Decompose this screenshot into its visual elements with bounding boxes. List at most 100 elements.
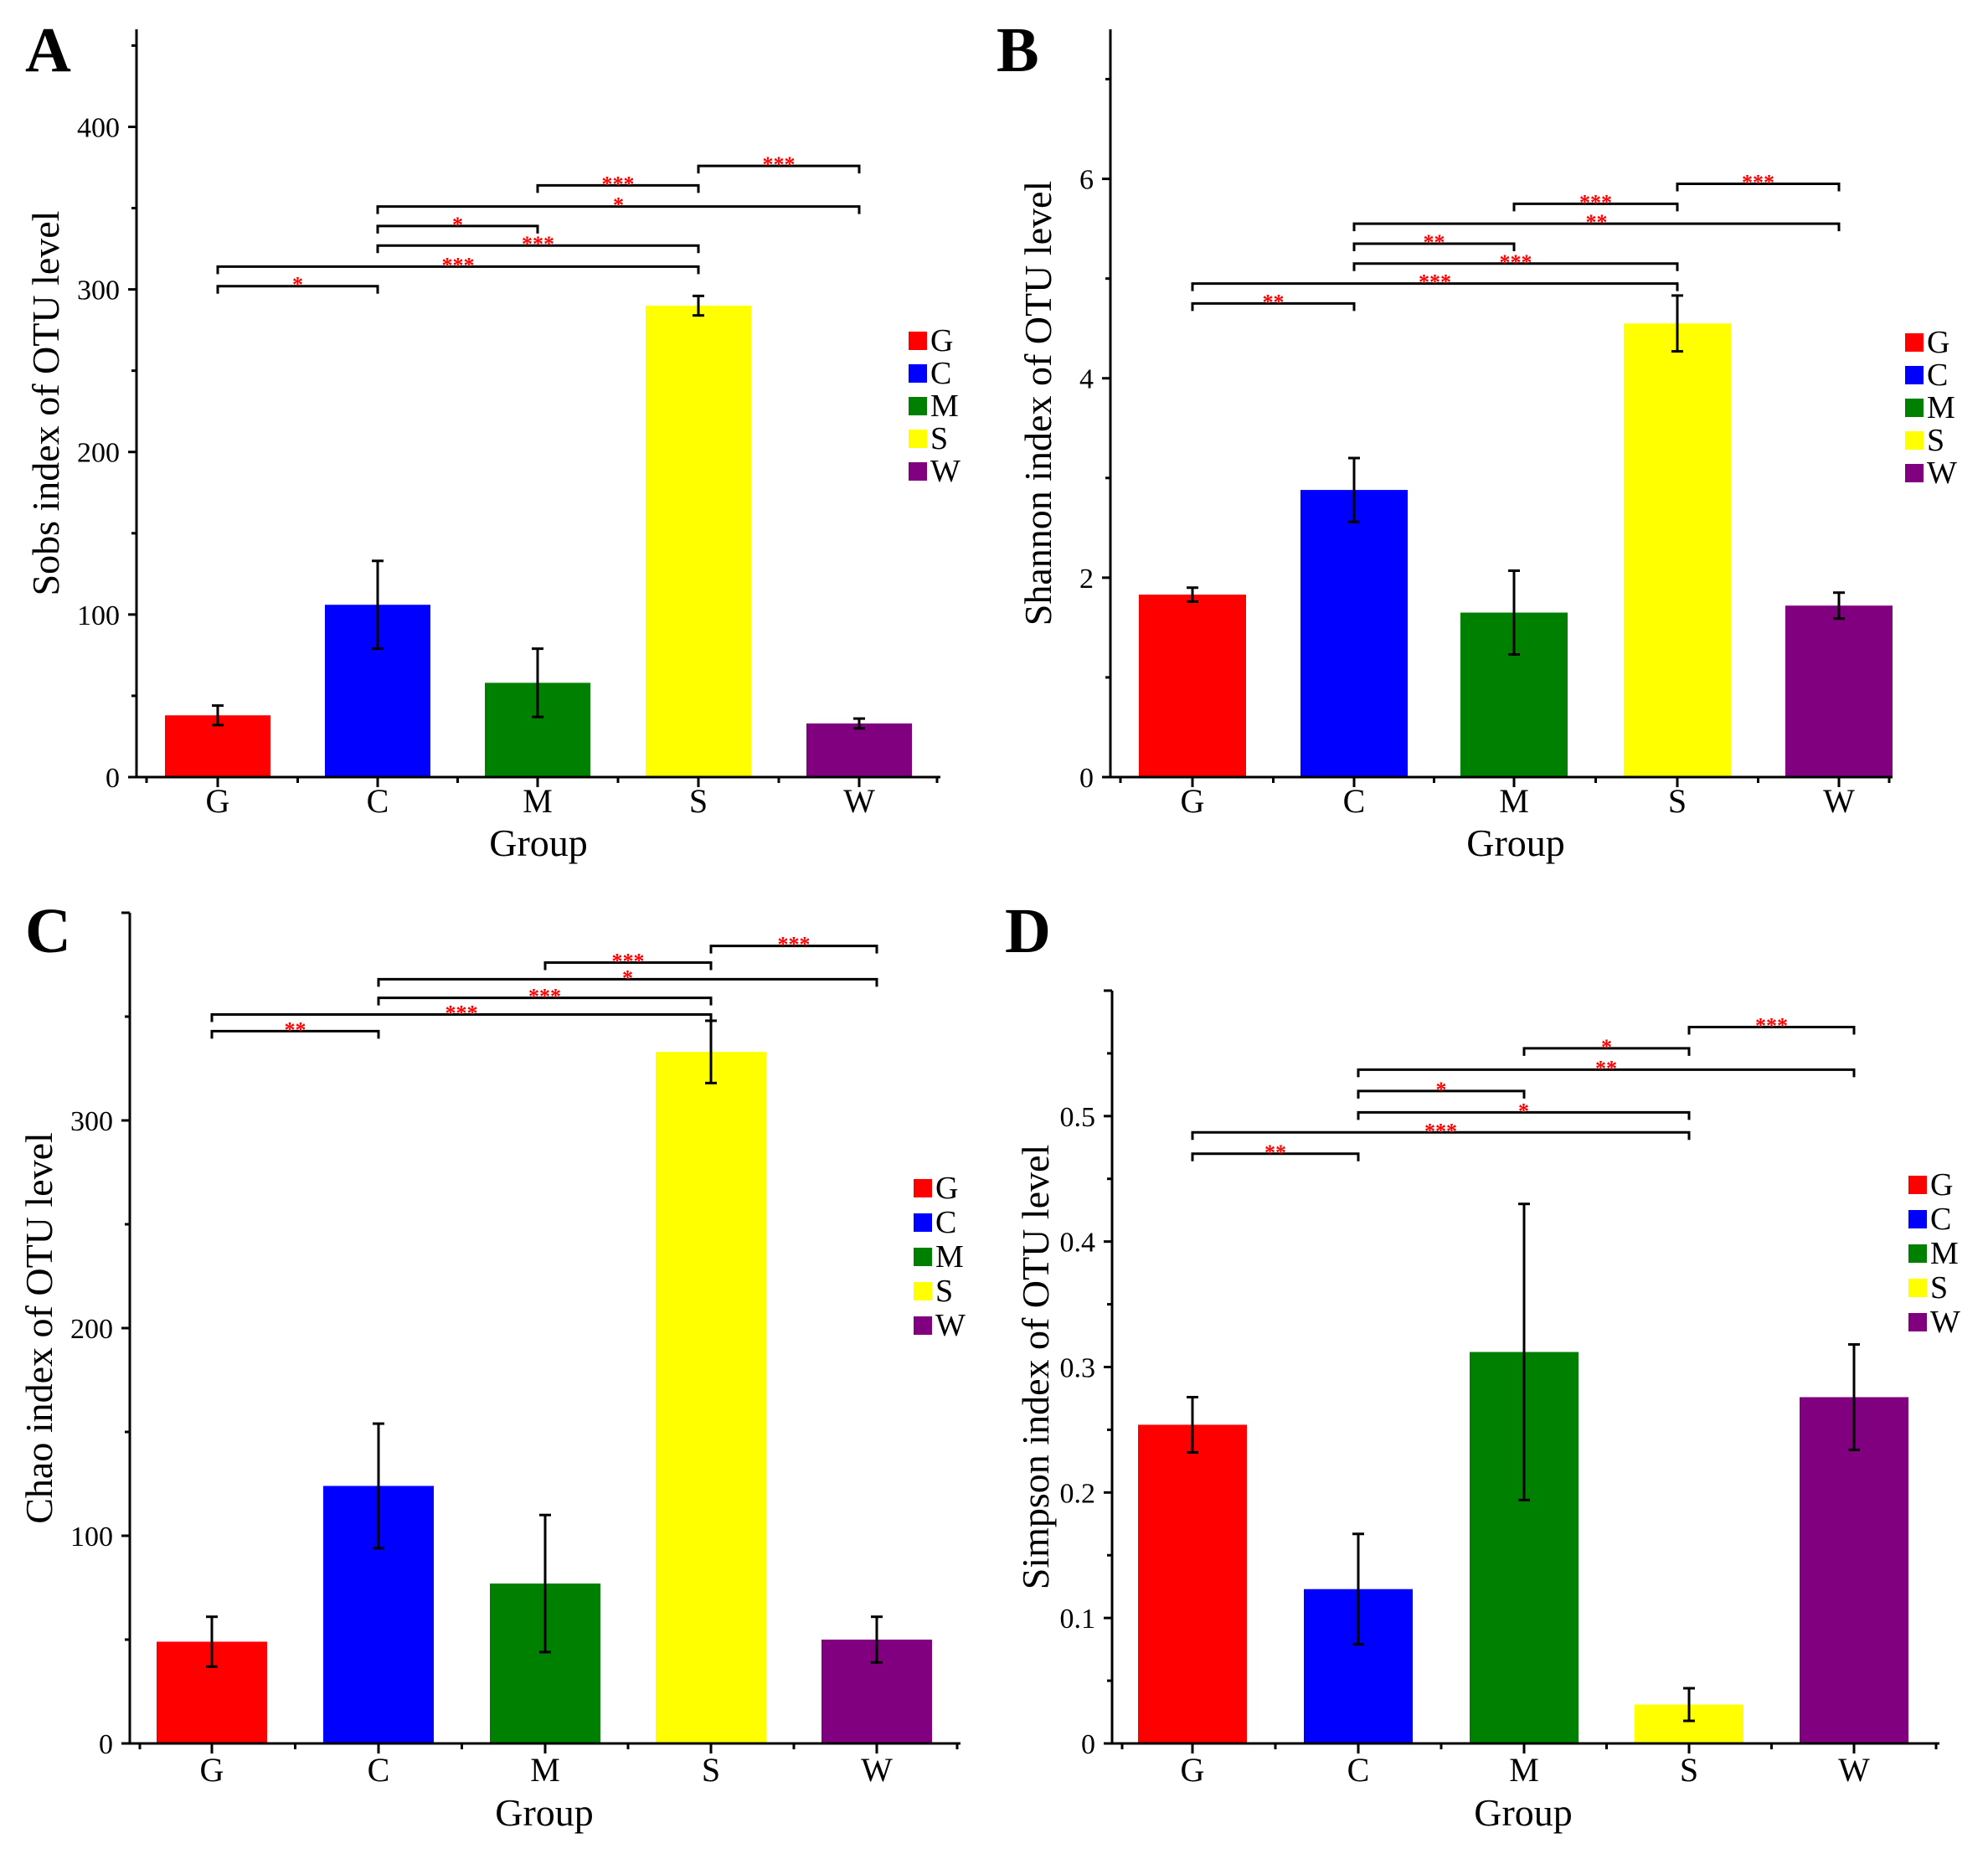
significance-stars: ** — [1264, 1141, 1286, 1165]
panel-label: B — [997, 15, 1039, 85]
y-axis-title: Sobs index of OTU level — [24, 211, 67, 596]
bar-W — [1800, 1397, 1908, 1743]
error-bar-C — [373, 1422, 384, 1550]
legend-label-S: S — [1930, 1270, 1948, 1305]
x-tick-label: W — [1838, 1751, 1870, 1789]
legend-swatch-S — [1905, 431, 1924, 450]
error-bar-S — [1671, 294, 1683, 353]
x-tick-label: W — [861, 1751, 893, 1789]
x-tick-label: G — [206, 782, 230, 820]
significance-bracket-G-C: ** — [210, 1017, 380, 1042]
significance-bracket-C-W: * — [376, 193, 861, 218]
legend-swatch-G — [909, 332, 927, 350]
significance-stars: *** — [1500, 250, 1532, 275]
significance-bracket-S-W: *** — [1687, 1013, 1856, 1038]
y-tick-label: 100 — [77, 600, 120, 631]
panel-label: A — [25, 15, 71, 85]
significance-stars: * — [292, 273, 303, 297]
legend-label-G: G — [1930, 1167, 1953, 1202]
error-bar-W — [871, 1615, 883, 1664]
legend-label-C: C — [935, 1205, 956, 1240]
bracket-line — [1357, 1068, 1856, 1078]
error-bar-M — [532, 647, 543, 718]
bracket-line — [1676, 183, 1841, 192]
y-tick-label: 300 — [77, 276, 120, 306]
error-bar-S — [1683, 1686, 1695, 1723]
significance-stars: ** — [1595, 1056, 1617, 1080]
panel-label: C — [25, 896, 71, 966]
legend-swatch-M — [1905, 399, 1924, 417]
significance-bracket-M-S: * — [1522, 1035, 1691, 1059]
legend-label-W: W — [935, 1308, 966, 1343]
significance-stars: *** — [522, 232, 554, 256]
bar-S — [646, 306, 751, 777]
significance-bracket-G-C: ** — [1191, 1141, 1360, 1165]
legend-swatch-M — [1908, 1244, 1927, 1263]
x-tick-label: S — [1680, 1751, 1698, 1789]
significance-bracket-M-S: *** — [543, 950, 713, 974]
significance-stars: *** — [1742, 171, 1774, 195]
legend-swatch-C — [914, 1213, 932, 1232]
legend-swatch-M — [909, 397, 927, 415]
y-tick-label: 0.4 — [1060, 1228, 1096, 1259]
bracket-line — [210, 1013, 713, 1022]
legend-swatch-C — [1905, 366, 1924, 384]
significance-bracket-C-M: * — [1357, 1078, 1526, 1102]
x-tick-label: S — [702, 1751, 720, 1789]
bracket-line — [1191, 301, 1356, 312]
bracket-line — [1191, 1130, 1691, 1141]
significance-stars: * — [622, 966, 633, 990]
significance-bracket-S-W: *** — [1676, 171, 1841, 195]
bracket-line — [216, 285, 379, 294]
bar-W — [806, 723, 912, 777]
legend-swatch-S — [909, 430, 927, 448]
y-tick-label: 2 — [1079, 564, 1094, 595]
legend-label-S: S — [935, 1274, 953, 1309]
error-bar-C — [1348, 456, 1360, 523]
significance-bracket-C-W: ** — [1352, 210, 1841, 234]
significance-bracket-C-S: *** — [1352, 250, 1679, 275]
bracket-line — [543, 961, 713, 971]
significance-bracket-G-S: *** — [216, 253, 700, 277]
significance-stars: * — [1518, 1099, 1529, 1123]
y-tick-label: 0.3 — [1060, 1353, 1096, 1384]
significance-stars: *** — [1579, 190, 1612, 214]
legend-label-G: G — [1927, 325, 1949, 360]
legend-label-W: W — [1930, 1305, 1960, 1340]
y-axis-title: Chao index of OTU level — [18, 1132, 60, 1524]
significance-stars: *** — [612, 950, 645, 974]
bracket-line — [1357, 1089, 1526, 1099]
bracket-line — [376, 244, 700, 254]
significance-stars: * — [1601, 1035, 1612, 1059]
x-tick-label: G — [1181, 1751, 1205, 1789]
y-tick-label: 0.2 — [1060, 1478, 1096, 1509]
error-bar-G — [206, 1615, 218, 1668]
y-tick-label: 0 — [99, 1729, 113, 1760]
bracket-line — [1357, 1110, 1691, 1120]
x-axis-title: Group — [1474, 1791, 1573, 1834]
legend-swatch-C — [1908, 1210, 1927, 1228]
significance-stars: * — [452, 213, 463, 237]
legend-swatch-C — [909, 364, 927, 383]
significance-bracket-G-S: *** — [1191, 1119, 1691, 1143]
bracket-line — [1352, 242, 1516, 251]
x-tick-label: M — [523, 782, 553, 820]
legend-label-G: G — [935, 1171, 958, 1206]
significance-stars: ** — [1424, 230, 1445, 255]
significance-stars: * — [1436, 1078, 1447, 1102]
y-tick-label: 0.5 — [1060, 1102, 1096, 1133]
bracket-line — [1512, 202, 1679, 212]
x-tick-label: W — [843, 782, 875, 820]
y-axis-title: Shannon index of OTU level — [1017, 181, 1059, 626]
bracket-line — [1191, 282, 1679, 291]
significance-stars: *** — [602, 172, 635, 196]
significance-bracket-G-S: *** — [210, 1002, 713, 1026]
significance-bracket-M-S: *** — [1512, 190, 1679, 214]
x-axis-title: Group — [489, 821, 588, 864]
significance-stars: *** — [1424, 1119, 1457, 1143]
legend-label-M: M — [1927, 390, 1955, 425]
error-bar-C — [372, 559, 384, 651]
